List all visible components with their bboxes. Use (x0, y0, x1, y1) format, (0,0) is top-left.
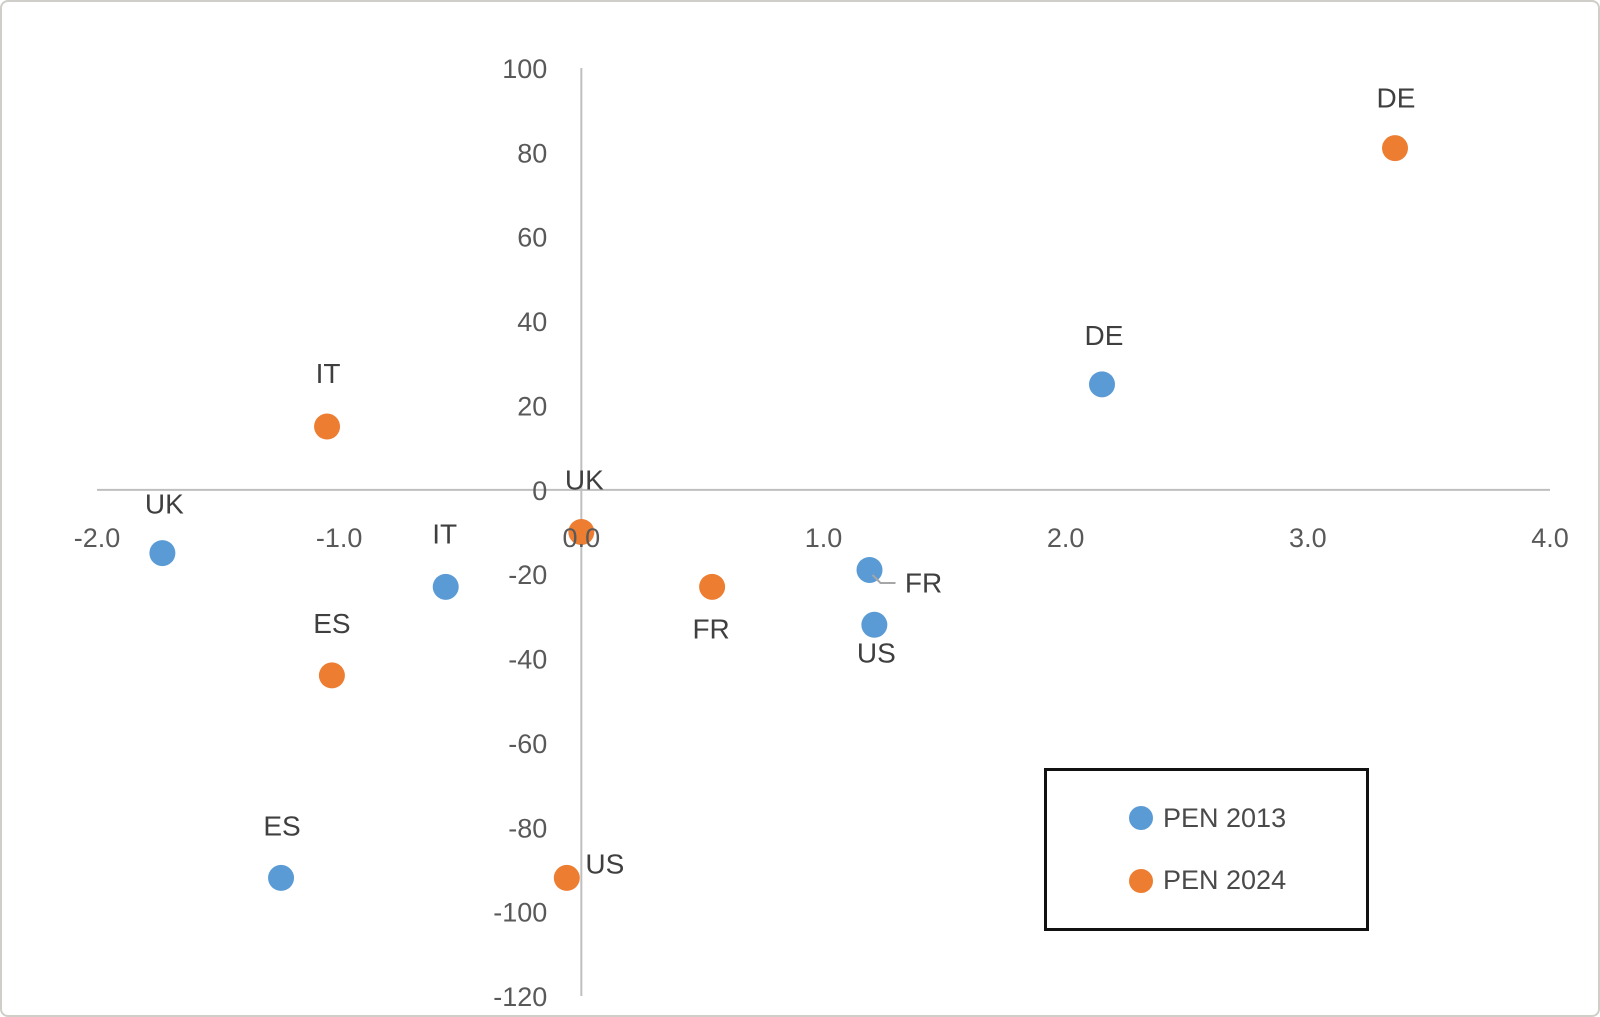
point-label-it-2013: IT (432, 518, 457, 549)
x-tick-label: 0.0 (563, 523, 601, 553)
leader-line (871, 574, 896, 584)
data-point-fr-2013 (856, 556, 883, 583)
point-label-us-2024: US (585, 848, 624, 879)
y-tick-label: 80 (517, 138, 547, 168)
y-tick-label: -60 (508, 729, 547, 759)
x-tick-label: -1.0 (316, 523, 363, 553)
point-label-de-2013: DE (1085, 320, 1124, 351)
y-tick-label: 0 (532, 476, 547, 506)
data-point-us-2024 (553, 864, 580, 891)
x-tick-label: 1.0 (805, 523, 843, 553)
legend-item-pen-2013: PEN 2013 (1047, 803, 1366, 834)
y-tick-label: -40 (508, 645, 547, 675)
y-tick-label: 40 (517, 307, 547, 337)
legend-marker-pen-2013-icon (1129, 806, 1153, 831)
y-tick-label: 20 (517, 391, 547, 421)
y-tick-label: -20 (508, 560, 547, 590)
legend-marker-pen-2024-icon (1129, 868, 1153, 893)
point-label-de-2024: DE (1377, 83, 1416, 114)
data-point-fr-2024 (699, 573, 726, 600)
data-point-us-2013 (861, 611, 888, 638)
point-label-uk-2024: UK (565, 465, 604, 496)
y-tick-label: 60 (517, 223, 547, 253)
point-label-fr-2013: FR (905, 567, 942, 598)
y-tick-label: 100 (502, 54, 547, 84)
data-point-de-2013 (1088, 371, 1115, 398)
data-point-es-2024 (318, 662, 345, 689)
data-point-it-2013 (432, 573, 459, 600)
point-label-es-2024: ES (313, 608, 350, 639)
x-tick-label: 2.0 (1047, 523, 1085, 553)
point-label-es-2013: ES (263, 810, 300, 841)
x-tick-label: 3.0 (1289, 523, 1327, 553)
data-point-uk-2013 (149, 540, 176, 567)
point-label-fr-2024: FR (692, 613, 729, 644)
y-tick-label: -120 (493, 982, 547, 1012)
data-point-es-2013 (268, 864, 295, 891)
data-point-uk-2024 (568, 519, 595, 545)
legend: PEN 2013 PEN 2024 (1044, 768, 1369, 931)
data-point-it-2024 (314, 413, 341, 440)
point-label-uk-2013: UK (145, 489, 184, 520)
point-label-us-2013: US (857, 637, 896, 668)
x-tick-label: -2.0 (74, 523, 121, 553)
point-label-it-2024: IT (316, 358, 341, 389)
legend-label-pen-2024: PEN 2024 (1163, 865, 1287, 896)
y-tick-label: -100 (493, 898, 547, 928)
y-tick-label: -80 (508, 813, 547, 843)
legend-label-pen-2013: PEN 2013 (1163, 802, 1287, 833)
data-point-de-2024 (1382, 135, 1409, 162)
x-tick-label: 4.0 (1531, 523, 1569, 553)
legend-item-pen-2024: PEN 2024 (1047, 865, 1366, 896)
